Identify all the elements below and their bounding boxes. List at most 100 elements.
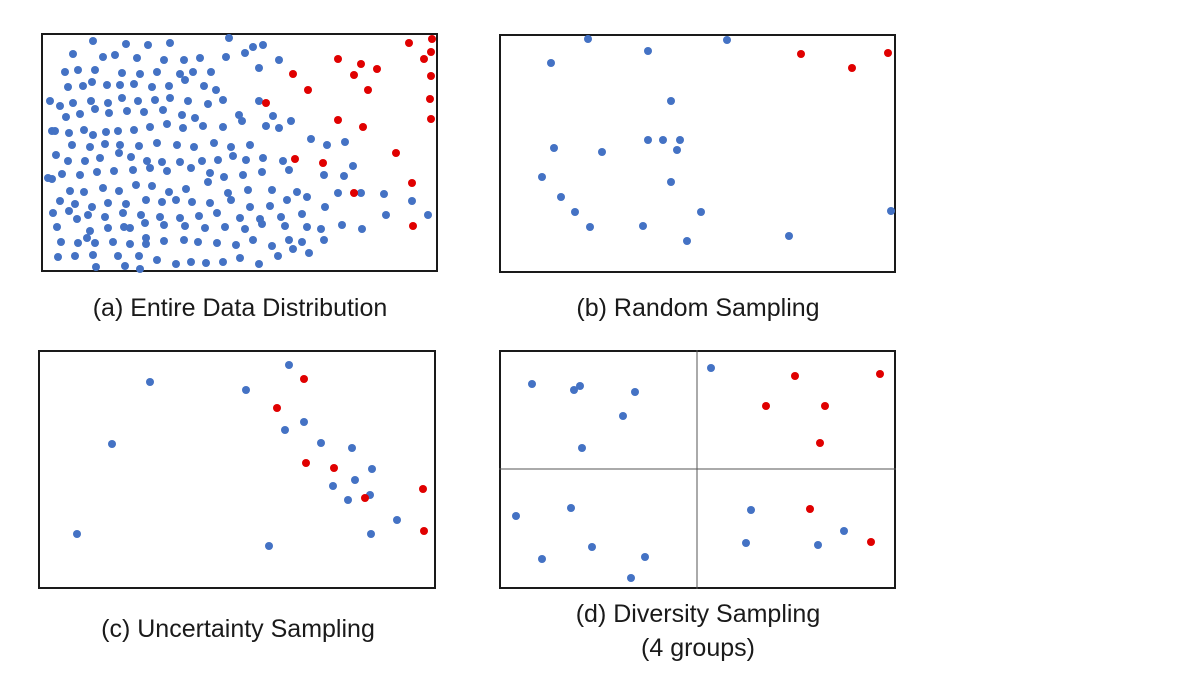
majority-point [99, 184, 107, 192]
majority-point [269, 112, 277, 120]
majority-point [224, 189, 232, 197]
majority-point [81, 157, 89, 165]
majority-point [340, 172, 348, 180]
majority-point [222, 53, 230, 61]
majority-point [268, 186, 276, 194]
minority-point [408, 179, 416, 187]
majority-point [236, 214, 244, 222]
majority-point [176, 214, 184, 222]
majority-point [255, 260, 263, 268]
majority-point [258, 168, 266, 176]
majority-point [109, 238, 117, 246]
majority-point [172, 260, 180, 268]
majority-point [213, 239, 221, 247]
majority-point [101, 213, 109, 221]
minority-point [359, 123, 367, 131]
majority-point [303, 223, 311, 231]
majority-point [126, 224, 134, 232]
majority-point [88, 78, 96, 86]
majority-point [153, 68, 161, 76]
majority-point [227, 196, 235, 204]
majority-point [89, 251, 97, 259]
majority-point [148, 83, 156, 91]
minority-point [797, 50, 805, 58]
majority-point [219, 258, 227, 266]
majority-point [644, 136, 652, 144]
majority-point [96, 154, 104, 162]
majority-point [683, 237, 691, 245]
majority-point [69, 50, 77, 58]
majority-point [141, 219, 149, 227]
majority-point [358, 225, 366, 233]
majority-point [424, 211, 432, 219]
majority-point [238, 117, 246, 125]
majority-point [93, 168, 101, 176]
majority-point [57, 238, 65, 246]
minority-point [330, 464, 338, 472]
majority-point [101, 140, 109, 148]
majority-point [571, 208, 579, 216]
majority-point [84, 211, 92, 219]
majority-point [349, 162, 357, 170]
majority-point [338, 221, 346, 229]
majority-point [104, 99, 112, 107]
majority-point [241, 225, 249, 233]
majority-point [89, 131, 97, 139]
minority-point [392, 149, 400, 157]
majority-point [639, 222, 647, 230]
majority-point [277, 213, 285, 221]
diversity-sampling-panel [499, 350, 896, 589]
majority-point [576, 382, 584, 390]
majority-point [144, 41, 152, 49]
majority-point [103, 81, 111, 89]
majority-point [214, 156, 222, 164]
majority-point [229, 152, 237, 160]
majority-point [142, 196, 150, 204]
majority-point [140, 108, 148, 116]
caption-entire-data-distribution: (a) Entire Data Distribution [92, 294, 388, 322]
majority-point [578, 444, 586, 452]
majority-point [212, 86, 220, 94]
majority-point [303, 193, 311, 201]
majority-point [132, 181, 140, 189]
caption-uncertainty-sampling: (c) Uncertainty Sampling [101, 615, 375, 643]
majority-point [123, 107, 131, 115]
majority-point [641, 553, 649, 561]
majority-point [56, 197, 64, 205]
majority-point [133, 54, 141, 62]
scatter-plot-b [538, 35, 895, 245]
majority-point [320, 236, 328, 244]
majority-point [747, 506, 755, 514]
minority-point [816, 439, 824, 447]
majority-point [130, 126, 138, 134]
majority-point [53, 223, 61, 231]
majority-point [255, 97, 263, 105]
majority-point [156, 213, 164, 221]
majority-point [56, 102, 64, 110]
majority-point [91, 239, 99, 247]
majority-point [785, 232, 793, 240]
majority-point [54, 253, 62, 261]
majority-point [120, 223, 128, 231]
majority-point [74, 66, 82, 74]
majority-point [219, 123, 227, 131]
majority-point [198, 157, 206, 165]
majority-point [249, 236, 257, 244]
minority-point [289, 70, 297, 78]
majority-point [118, 69, 126, 77]
majority-point [178, 111, 186, 119]
majority-point [357, 189, 365, 197]
majority-point [176, 158, 184, 166]
majority-point [200, 82, 208, 90]
majority-point [146, 164, 154, 172]
majority-point [673, 146, 681, 154]
majority-point [742, 539, 750, 547]
minority-point [420, 527, 428, 535]
majority-point [52, 151, 60, 159]
majority-point [246, 141, 254, 149]
majority-point [570, 386, 578, 394]
majority-point [281, 426, 289, 434]
minority-point [373, 65, 381, 73]
minority-point [409, 222, 417, 230]
majority-point [210, 139, 218, 147]
